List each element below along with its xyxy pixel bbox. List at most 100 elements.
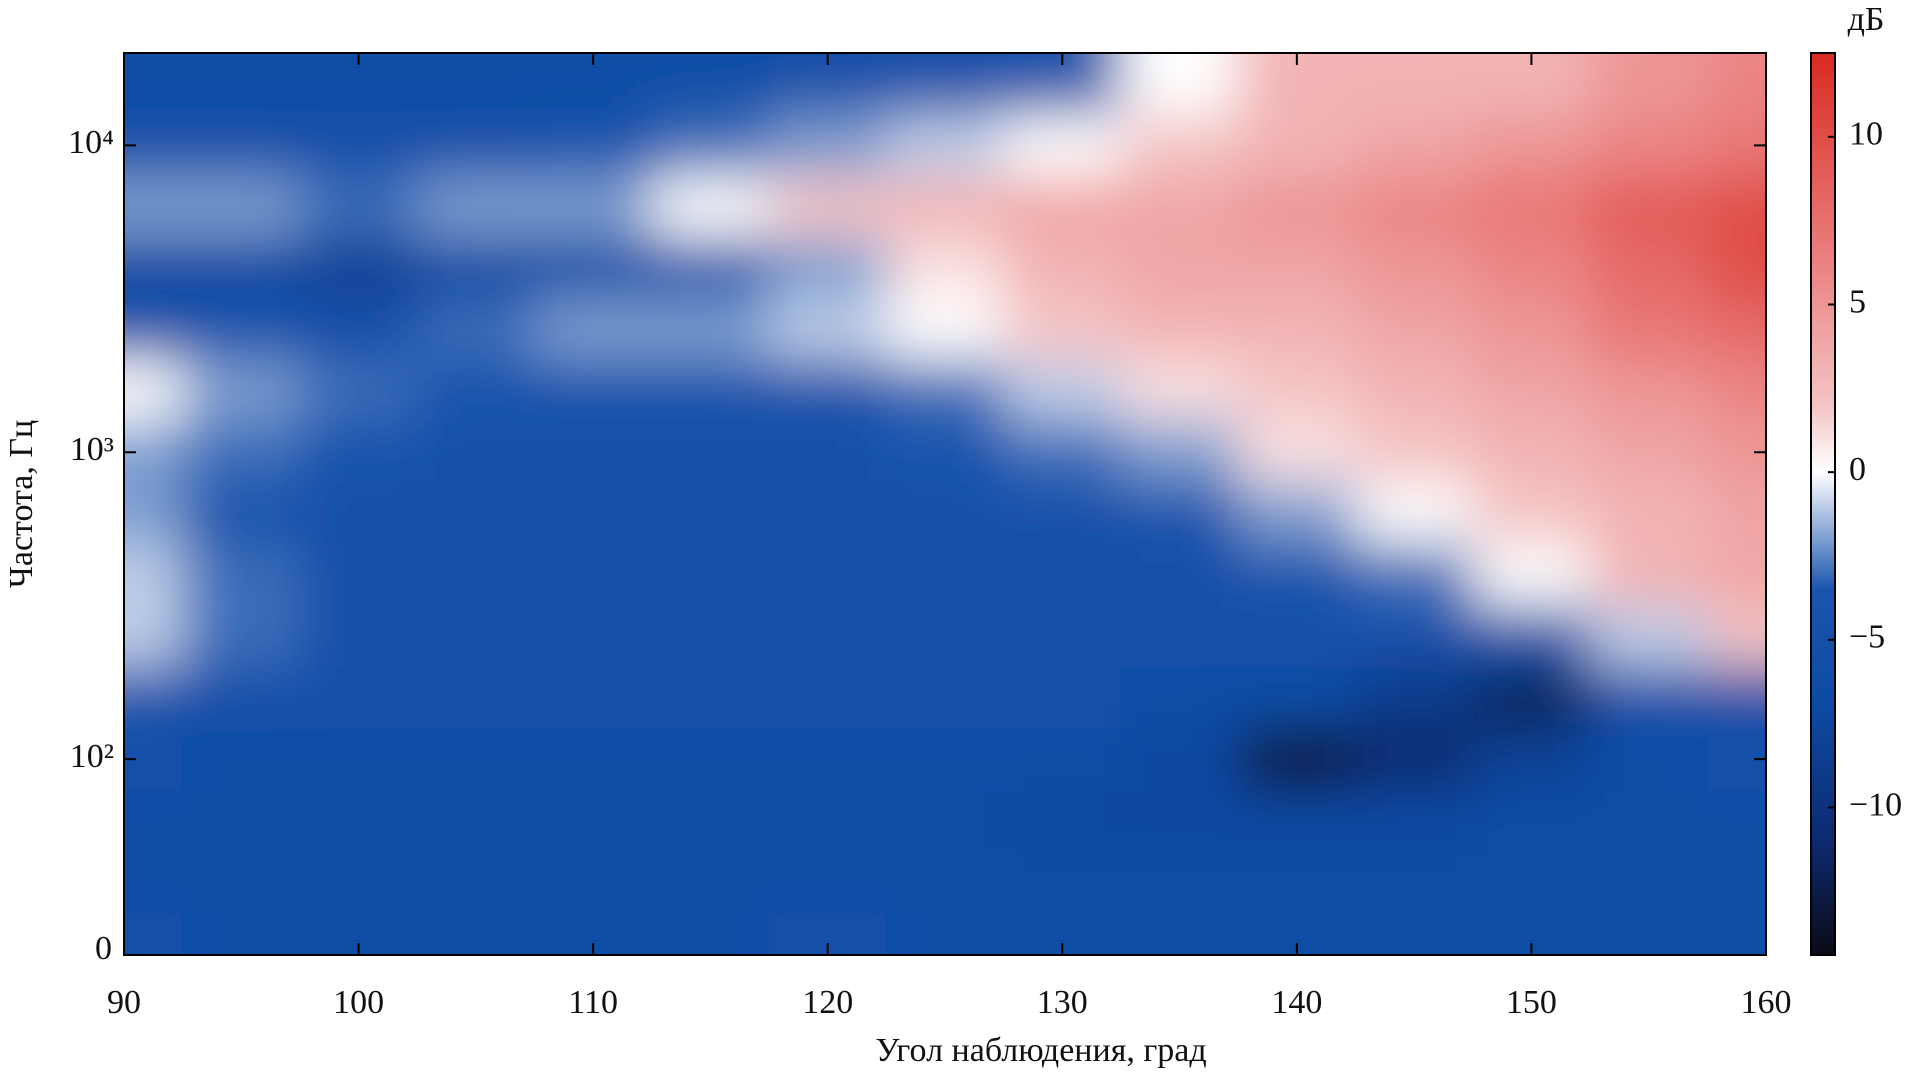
- heatmap-cell: [124, 605, 184, 668]
- heatmap-cell: [1707, 789, 1766, 852]
- heatmap-cell: [1472, 666, 1591, 729]
- heatmap-cell: [1120, 789, 1239, 852]
- y-axis-label: Частота, Гц: [3, 420, 40, 588]
- heatmap-cell: [1590, 420, 1708, 484]
- heatmap-cell: [182, 114, 301, 177]
- heatmap-cell: [651, 53, 770, 115]
- heatmap-cell: [1355, 605, 1474, 668]
- heatmap-cell: [651, 605, 770, 668]
- heatmap-cell: [769, 420, 887, 484]
- colorbar-tick-label: 0: [1849, 451, 1866, 488]
- heatmap-cell: [1238, 483, 1356, 545]
- heatmap-cell: [417, 912, 535, 955]
- heatmap-cell: [182, 237, 301, 300]
- heatmap-cell: [1238, 176, 1356, 238]
- y-tick-label: 10²: [70, 738, 114, 775]
- heatmap-cell: [534, 850, 653, 914]
- heatmap-cell: [299, 666, 418, 729]
- heatmap-cell: [1472, 605, 1591, 668]
- heatmap-cell: [124, 666, 184, 729]
- heatmap-cell: [182, 850, 301, 914]
- heatmap-cell: [299, 727, 418, 791]
- heatmap: [124, 53, 1766, 955]
- heatmap-cell: [886, 850, 1005, 914]
- heatmap-cell: [886, 53, 1005, 115]
- heatmap-cell: [1472, 483, 1591, 545]
- heatmap-cell: [1472, 298, 1591, 361]
- heatmap-cell: [1238, 298, 1356, 361]
- heatmap-cell: [1238, 114, 1356, 177]
- heatmap-cell: [534, 483, 653, 545]
- heatmap-cell: [1707, 483, 1766, 545]
- heatmap-cell: [1003, 850, 1122, 914]
- heatmap-cell: [299, 850, 418, 914]
- heatmap-cell: [1590, 359, 1708, 422]
- colorbar: [1810, 52, 1836, 956]
- heatmap-cell: [1707, 237, 1766, 300]
- heatmap-cell: [1120, 176, 1239, 238]
- heatmap-cell: [1003, 666, 1122, 729]
- heatmap-cell: [1003, 237, 1122, 300]
- heatmap-cell: [299, 544, 418, 607]
- heatmap-cell: [1355, 53, 1474, 115]
- heatmap-cell: [651, 727, 770, 791]
- heatmap-cell: [1590, 114, 1708, 177]
- heatmap-cell: [1355, 483, 1474, 545]
- heatmap-cell: [651, 912, 770, 955]
- x-tick-label: 110: [568, 984, 618, 1021]
- heatmap-cell: [124, 789, 184, 852]
- heatmap-cell: [1355, 666, 1474, 729]
- heatmap-cell: [1120, 53, 1239, 115]
- heatmap-cell: [1355, 789, 1474, 852]
- heatmap-cell: [651, 544, 770, 607]
- heatmap-cell: [299, 176, 418, 238]
- heatmap-cell: [1590, 237, 1708, 300]
- heatmap-cell: [886, 727, 1005, 791]
- x-tick-label: 130: [1037, 984, 1088, 1021]
- heatmap-cell: [886, 789, 1005, 852]
- heatmap-cell: [1707, 298, 1766, 361]
- heatmap-cell: [769, 237, 887, 300]
- heatmap-cell: [1238, 420, 1356, 484]
- heatmap-cell: [1472, 789, 1591, 852]
- heatmap-cell: [1120, 912, 1239, 955]
- heatmap-cell: [182, 298, 301, 361]
- heatmap-cell: [1707, 176, 1766, 238]
- colorbar-tick-label: −10: [1849, 786, 1902, 823]
- heatmap-cell: [1707, 912, 1766, 955]
- heatmap-cell: [651, 176, 770, 238]
- heatmap-cell: [182, 789, 301, 852]
- heatmap-cell: [769, 850, 887, 914]
- heatmap-cell: [417, 605, 535, 668]
- heatmap-cell: [417, 727, 535, 791]
- heatmap-cell: [1472, 420, 1591, 484]
- heatmap-cell: [886, 237, 1005, 300]
- colorbar-title: дБ: [1848, 1, 1885, 38]
- heatmap-cell: [1003, 298, 1122, 361]
- y-tick-label: 10⁴: [68, 124, 114, 161]
- heatmap-cell: [417, 53, 535, 115]
- heatmap-cell: [651, 298, 770, 361]
- heatmap-cell: [1707, 850, 1766, 914]
- heatmap-cell: [1003, 605, 1122, 668]
- heatmap-cell: [182, 420, 301, 484]
- heatmap-cell: [1707, 605, 1766, 668]
- heatmap-cell: [417, 544, 535, 607]
- heatmap-cell: [1003, 420, 1122, 484]
- heatmap-cell: [1355, 420, 1474, 484]
- heatmap-cell: [1472, 114, 1591, 177]
- heatmap-cell: [886, 912, 1005, 955]
- colorbar-tick-label: 10: [1849, 116, 1883, 153]
- heatmap-cell: [1003, 789, 1122, 852]
- heatmap-cell: [124, 850, 184, 914]
- heatmap-cell: [1238, 359, 1356, 422]
- heatmap-cell: [534, 237, 653, 300]
- heatmap-cell: [1355, 727, 1474, 791]
- heatmap-cell: [1472, 727, 1591, 791]
- heatmap-cell: [534, 666, 653, 729]
- heatmap-cell: [417, 298, 535, 361]
- heatmap-cell: [1238, 544, 1356, 607]
- heatmap-cell: [124, 912, 184, 955]
- heatmap-cell: [1472, 359, 1591, 422]
- heatmap-cell: [651, 114, 770, 177]
